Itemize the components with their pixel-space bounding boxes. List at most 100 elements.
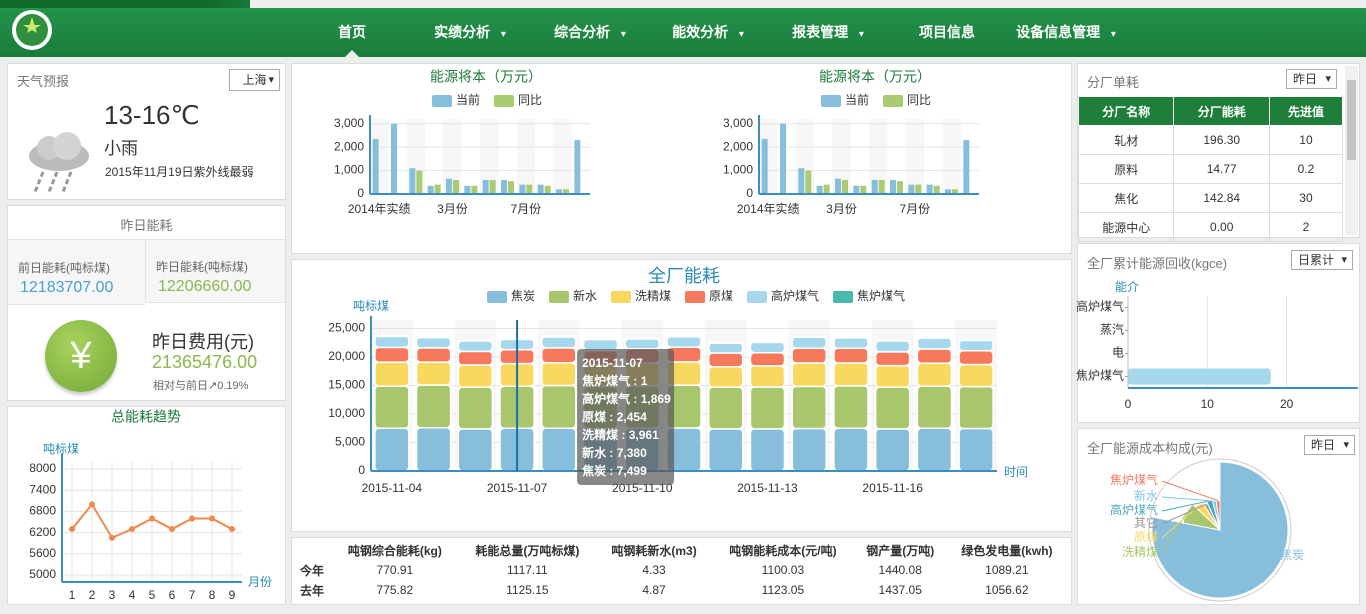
- stat-label: 昨日能耗(吨标煤): [156, 260, 248, 274]
- x-axis-label: 时间: [1004, 465, 1028, 479]
- y-tick-label: 2,000: [334, 139, 364, 153]
- x-tick-label: 2014年实绩: [737, 201, 800, 216]
- cell: 2: [1268, 212, 1344, 242]
- bar: [434, 184, 441, 194]
- stat-value: 12206660.00: [158, 278, 252, 295]
- x-tick-label: 3月份: [826, 202, 857, 216]
- nav-item[interactable]: 实绩分析: [434, 8, 506, 57]
- nav-item[interactable]: 能效分析: [672, 8, 744, 57]
- legend-label: 高炉煤气: [771, 288, 819, 303]
- bar-segment: [749, 341, 786, 354]
- tooltip-title: 2015-11-07: [582, 356, 643, 370]
- nav-item[interactable]: 首页: [338, 24, 366, 40]
- legend-swatch: [747, 291, 767, 303]
- active-indicator: [345, 50, 359, 57]
- x-tick-label: 5: [149, 588, 156, 602]
- bar: [427, 185, 434, 194]
- header-cell: 分厂能耗: [1173, 96, 1270, 126]
- bar: [878, 179, 885, 194]
- tooltip-line: 焦炉煤气 : 1: [581, 373, 648, 388]
- bar: [464, 185, 471, 194]
- bar-segment: [958, 350, 994, 366]
- cell: 775.82: [376, 583, 414, 597]
- nav-item[interactable]: 报表管理: [792, 8, 864, 57]
- bar: [519, 184, 526, 194]
- row: 原料 14.77 0.2: [1077, 154, 1344, 184]
- pie-label: 高炉煤气: [1110, 502, 1158, 517]
- legend-label: 同比: [907, 93, 931, 107]
- legend-label: 新水: [573, 288, 597, 303]
- band-bg: [553, 119, 572, 194]
- tooltip-line: 原煤 : 2,454: [582, 409, 647, 424]
- pie-label: 洗精煤: [1122, 545, 1158, 559]
- cell: 4.87: [642, 583, 666, 597]
- bar-segment: [541, 427, 577, 472]
- label-line: [1161, 480, 1219, 502]
- bar-segment: [833, 336, 869, 349]
- y-tick-label: 5600: [29, 546, 56, 560]
- bar-segment: [791, 336, 827, 339]
- x-tick-label: 10: [1201, 397, 1215, 411]
- y-tick-label: 5,000: [335, 435, 365, 449]
- row: 轧材 196.30 10: [1077, 125, 1344, 155]
- band-bg: [869, 119, 888, 194]
- bar-segment: [374, 346, 410, 363]
- x-tick-label: 7: [189, 588, 196, 602]
- nav-item[interactable]: 综合分析: [554, 8, 626, 57]
- bar: [835, 178, 841, 194]
- bar: [391, 123, 397, 194]
- y-tick-label: 3,000: [723, 116, 753, 130]
- point: [209, 515, 215, 522]
- bar-segment: [874, 428, 911, 472]
- bar-segment: [833, 385, 869, 430]
- cost-value: 21365476.00: [152, 352, 258, 372]
- y-tick-label: 2,000: [723, 139, 753, 153]
- cell: 1056.62: [985, 583, 1029, 597]
- bar-segment: [707, 342, 744, 345]
- bar: [446, 178, 452, 194]
- point: [189, 515, 195, 522]
- scrollbar[interactable]: [1345, 66, 1358, 235]
- bar-segment: [833, 347, 869, 364]
- x-tick-label: 9: [229, 588, 236, 602]
- bar-segment: [374, 427, 410, 472]
- period-select[interactable]: 日累计: [1291, 250, 1353, 270]
- y-tick-label: 20,000: [328, 349, 365, 363]
- bar-segment: [874, 339, 911, 353]
- period-select[interactable]: 昨日: [1286, 69, 1337, 89]
- band-bg: [942, 119, 961, 194]
- pie-label: 焦炉煤气: [1110, 472, 1158, 487]
- pie-label: 新水: [1134, 488, 1158, 503]
- cell: 1089.21: [985, 563, 1029, 577]
- point: [129, 526, 135, 533]
- period-select[interactable]: 昨日: [1304, 435, 1355, 455]
- bar-segment: [791, 362, 827, 388]
- pie-label: 原煤: [1134, 530, 1158, 544]
- point: [169, 526, 175, 533]
- row: 能源中心 0.00 2: [1077, 212, 1344, 242]
- legend-swatch: [487, 291, 507, 303]
- bar-segment: [916, 362, 953, 387]
- bar-segment: [415, 336, 452, 339]
- city-button[interactable]: 上海: [229, 69, 280, 91]
- summary-panel: 吨钢综合能耗(kg) 耗能总量(万吨标煤) 吨钢耗新水(m3) 吨钢能耗成本(元/吨)…: [291, 537, 1072, 605]
- label-line: [1262, 555, 1277, 583]
- bar-segment: [958, 339, 994, 352]
- nav-item[interactable]: 项目信息: [919, 24, 975, 40]
- bar-segment: [374, 361, 410, 387]
- bar: [761, 138, 768, 194]
- chart-title: 全厂能耗: [648, 266, 720, 286]
- pie-slice: [1215, 500, 1221, 531]
- bar: [842, 179, 848, 194]
- bar-segment: [666, 335, 702, 338]
- band-bg: [832, 119, 851, 194]
- x-tick-label: 7月份: [899, 202, 930, 216]
- cell: 142.84: [1173, 183, 1270, 213]
- bar: [798, 168, 805, 194]
- bar: [453, 179, 459, 194]
- nav-item[interactable]: 设备信息管理: [1016, 8, 1116, 57]
- legend-swatch: [432, 95, 452, 107]
- header-cell: 耗能总量(万吨标煤): [475, 543, 580, 558]
- y-tick-label: 0: [358, 463, 365, 477]
